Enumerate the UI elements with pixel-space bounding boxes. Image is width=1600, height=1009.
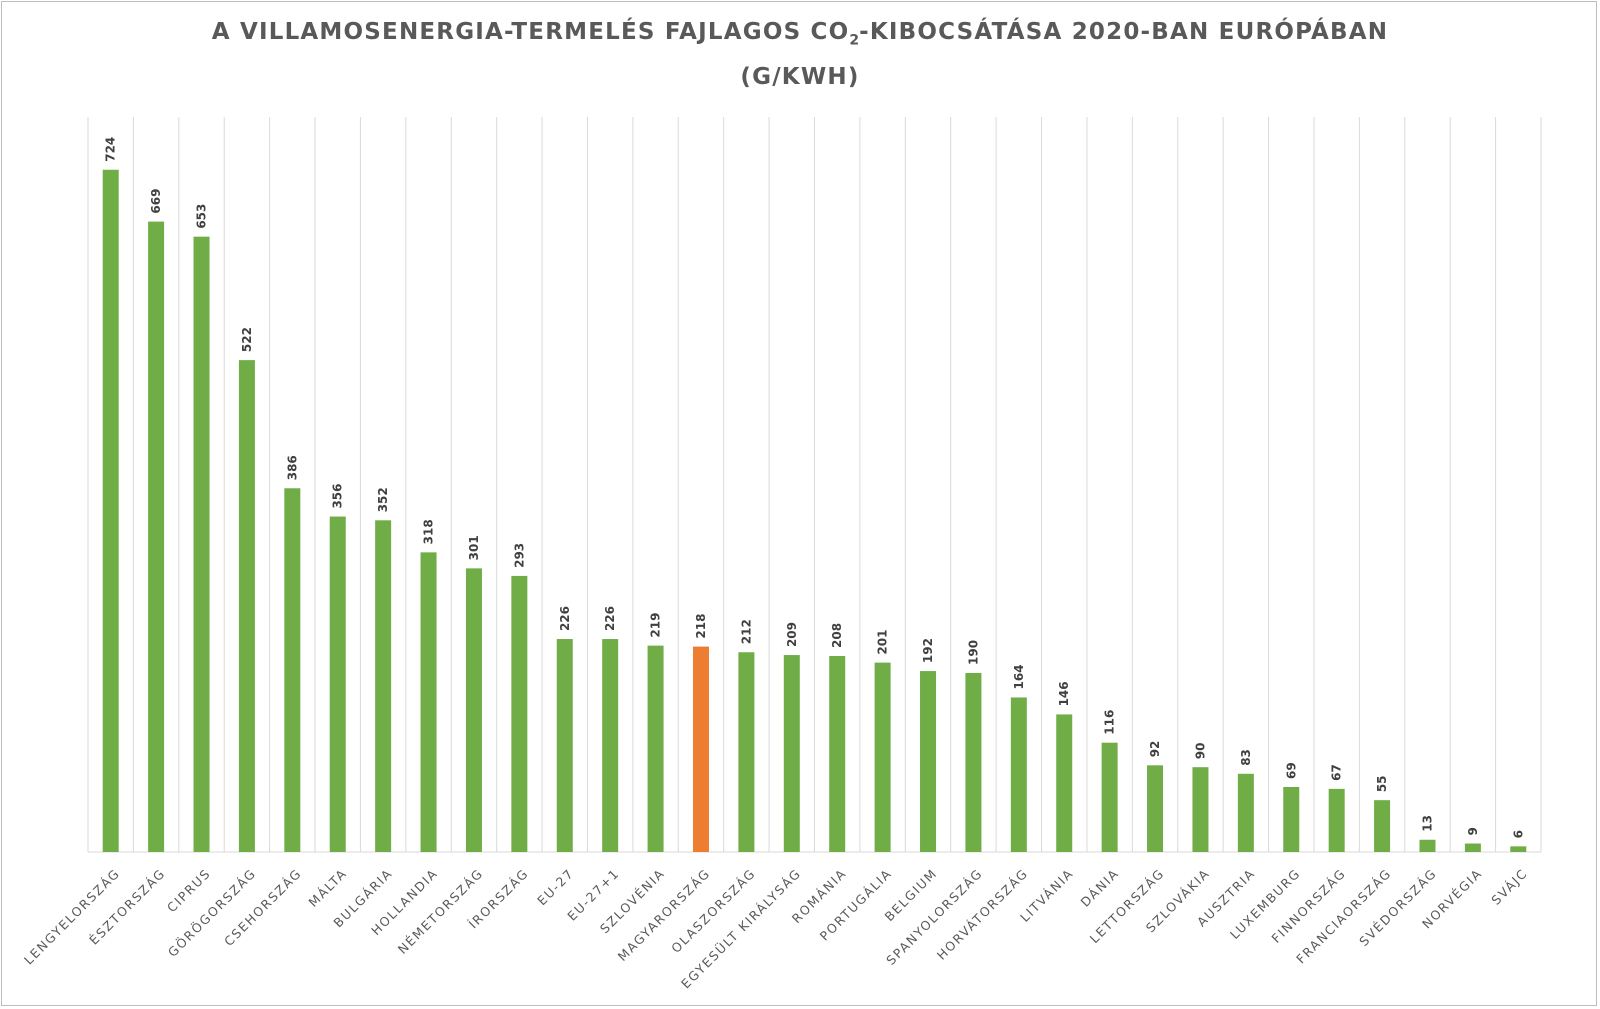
category-label: DÁNIA [1078,866,1122,910]
bar [1510,846,1527,852]
bar [1328,788,1345,852]
bar [602,639,619,852]
category-label: SVÁJC [1488,866,1530,908]
bar [1101,742,1118,852]
chart-title-line2: (G/KWH) [740,63,860,90]
data-label: 386 [285,455,299,480]
bar [1056,714,1073,852]
bar [284,488,301,852]
data-label: 669 [149,189,163,214]
data-label: 9 [1466,827,1480,835]
bar [647,645,664,852]
bar [1192,767,1209,852]
data-label: 69 [1284,762,1298,779]
category-label: ÉSZTORSZÁG [86,866,168,948]
bar [375,520,392,852]
category-label: EU-27 [534,866,577,909]
category-label: NÉMETORSZÁG [395,866,486,957]
data-label: 6 [1511,830,1525,838]
data-label: 293 [512,543,526,568]
category-label: GÖRÖGORSZÁG [164,865,259,960]
data-label: 146 [1057,681,1071,706]
data-label: 164 [1012,664,1026,689]
data-label: 67 [1330,764,1344,781]
bar [511,575,528,852]
chart-title-line1: A VILLAMOSENERGIA-TERMELÉS FAJLAGOS CO2-… [211,19,1389,49]
bar [1147,765,1164,852]
data-label: 201 [876,630,890,655]
bar [783,655,800,852]
data-label: 83 [1239,749,1253,766]
bar [1374,800,1391,852]
data-label: 301 [467,535,481,560]
data-label: 724 [104,137,118,162]
data-label: 92 [1148,741,1162,758]
data-label: 226 [558,606,572,631]
bar [920,671,937,852]
data-label: 208 [830,623,844,648]
category-label: MÁLTA [305,866,349,910]
data-label: 318 [422,519,436,544]
bar [1283,786,1300,852]
bar [238,360,255,852]
bar [829,656,846,852]
data-label: 190 [966,640,980,665]
data-label: 212 [739,619,753,644]
data-label: 226 [603,606,617,631]
category-label: SVÉDORSZÁG [1356,866,1439,949]
bar [692,646,709,852]
data-label: 192 [921,638,935,663]
data-label: 90 [1193,742,1207,759]
bar [1237,773,1254,852]
data-label: 55 [1375,775,1389,792]
category-label: OLASZORSZÁG [668,866,758,956]
data-label: 218 [694,614,708,639]
category-label: CSEHORSZÁG [221,866,304,949]
data-label: 219 [649,613,663,638]
data-label: 13 [1420,815,1434,832]
data-label: 116 [1103,710,1117,735]
bar [465,568,482,852]
bar [874,662,891,852]
bar [420,552,437,852]
chart-title: A VILLAMOSENERGIA-TERMELÉS FAJLAGOS CO2-… [0,14,1600,95]
bar [556,639,573,852]
bar [1419,839,1436,852]
bar [329,516,346,852]
bar [148,221,165,852]
bar [1010,697,1027,852]
data-label: 653 [195,204,209,229]
bar [102,169,119,852]
data-label: 356 [331,483,345,508]
data-label: 522 [240,327,254,352]
bar [1464,843,1481,852]
data-label: 352 [376,487,390,512]
bar [738,652,755,852]
bar [965,672,982,852]
data-label: 209 [785,622,799,647]
bar [193,236,210,852]
